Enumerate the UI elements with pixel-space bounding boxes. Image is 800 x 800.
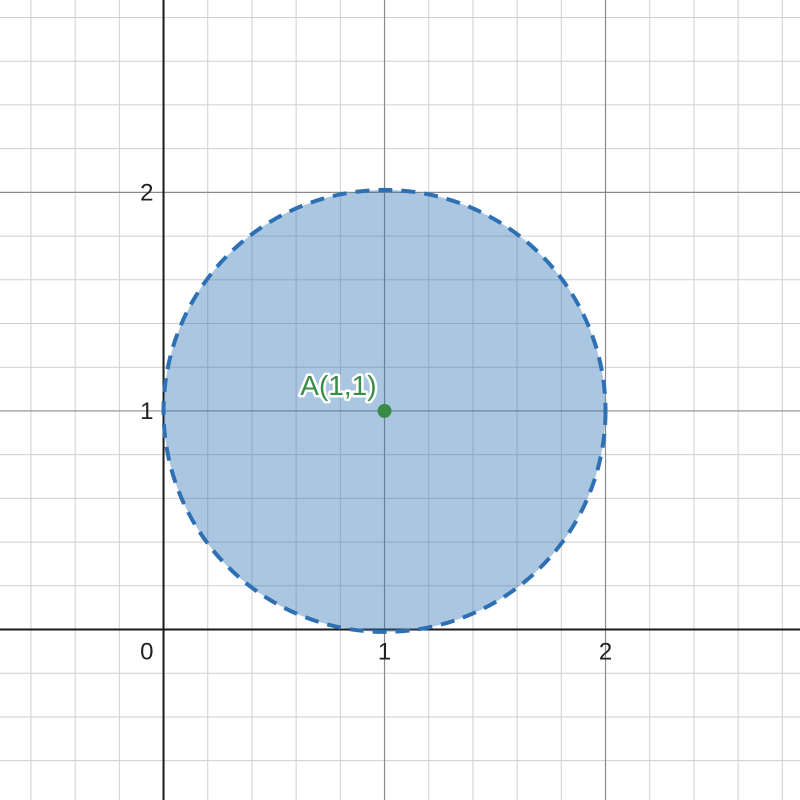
circle-boundary-dashed[interactable] <box>161 187 608 634</box>
origin-tick-label: 0 <box>140 639 153 666</box>
x-tick-label: 1 <box>378 639 391 666</box>
y-tick-label: 2 <box>140 179 153 206</box>
point-marker[interactable] <box>377 403 392 418</box>
x-tick-label: 2 <box>599 639 612 666</box>
point-layer[interactable]: A(1,1) <box>298 367 392 418</box>
tick-labels: 0 1 2 1 2 <box>140 179 612 665</box>
point-label: A(1,1) <box>300 370 376 401</box>
y-tick-label: 1 <box>140 398 153 425</box>
